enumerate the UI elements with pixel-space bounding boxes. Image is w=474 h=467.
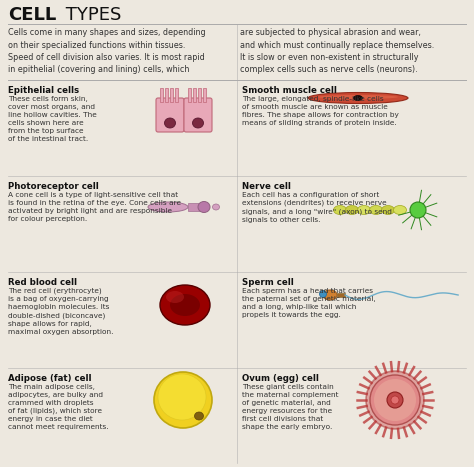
Ellipse shape bbox=[164, 118, 175, 128]
Ellipse shape bbox=[148, 202, 188, 212]
Text: CELL: CELL bbox=[8, 6, 56, 24]
Ellipse shape bbox=[370, 205, 383, 214]
Bar bbox=[170, 88, 173, 102]
Text: Cells come in many shapes and sizes, depending
on their specialized functions wi: Cells come in many shapes and sizes, dep… bbox=[8, 28, 206, 75]
Ellipse shape bbox=[366, 371, 424, 429]
Bar bbox=[175, 88, 178, 102]
Text: Nerve cell: Nerve cell bbox=[242, 182, 291, 191]
Bar bbox=[160, 88, 163, 102]
Text: Adipose (fat) cell: Adipose (fat) cell bbox=[8, 374, 91, 383]
Ellipse shape bbox=[318, 95, 398, 99]
Ellipse shape bbox=[166, 291, 184, 303]
Bar bbox=[337, 293, 345, 297]
Ellipse shape bbox=[410, 202, 426, 218]
Ellipse shape bbox=[319, 290, 327, 297]
Text: Epithelial cells: Epithelial cells bbox=[8, 86, 79, 95]
Ellipse shape bbox=[391, 396, 399, 404]
Ellipse shape bbox=[387, 392, 403, 408]
FancyBboxPatch shape bbox=[184, 98, 212, 132]
FancyBboxPatch shape bbox=[156, 98, 184, 132]
Ellipse shape bbox=[154, 372, 212, 428]
Ellipse shape bbox=[370, 375, 420, 425]
Ellipse shape bbox=[382, 205, 394, 214]
Text: These cells form skin,
cover most organs, and
line hollow cavities. The
cells sh: These cells form skin, cover most organs… bbox=[8, 96, 97, 142]
Ellipse shape bbox=[393, 205, 407, 214]
Ellipse shape bbox=[198, 201, 210, 212]
Ellipse shape bbox=[192, 118, 203, 128]
Text: Smooth muscle cell: Smooth muscle cell bbox=[242, 86, 337, 95]
Text: The large, elongated, spindle-like cells
of smooth muscle are known as muscle
fi: The large, elongated, spindle-like cells… bbox=[242, 96, 399, 126]
Ellipse shape bbox=[308, 92, 408, 104]
Text: Each sperm has a head that carries
the paternal set of genetic material,
and a l: Each sperm has a head that carries the p… bbox=[242, 288, 375, 318]
Ellipse shape bbox=[170, 294, 200, 316]
Text: A cone cell is a type of light-sensitive cell that
is found in the retina of the: A cone cell is a type of light-sensitive… bbox=[8, 192, 181, 222]
Ellipse shape bbox=[334, 205, 346, 214]
Bar bbox=[198, 88, 201, 102]
Bar bbox=[193, 88, 196, 102]
Bar bbox=[203, 88, 206, 102]
Ellipse shape bbox=[194, 412, 203, 420]
Ellipse shape bbox=[357, 205, 371, 214]
Text: Red blood cell: Red blood cell bbox=[8, 278, 77, 287]
Text: These giant cells contain
the maternal complement
of genetic material, and
energ: These giant cells contain the maternal c… bbox=[242, 384, 338, 430]
Ellipse shape bbox=[212, 204, 219, 210]
Ellipse shape bbox=[323, 290, 337, 300]
Text: Each cell has a configuration of short
extensions (dendrites) to receive nerve
s: Each cell has a configuration of short e… bbox=[242, 192, 392, 223]
Text: Ovum (egg) cell: Ovum (egg) cell bbox=[242, 374, 319, 383]
Ellipse shape bbox=[354, 95, 363, 100]
Ellipse shape bbox=[160, 285, 210, 325]
Ellipse shape bbox=[158, 374, 206, 420]
Bar bbox=[165, 88, 168, 102]
Ellipse shape bbox=[346, 205, 358, 214]
Bar bbox=[188, 203, 200, 211]
Text: are subjected to physical abrasion and wear,
and which must continually replace : are subjected to physical abrasion and w… bbox=[240, 28, 434, 75]
Text: Photoreceptor cell: Photoreceptor cell bbox=[8, 182, 99, 191]
Text: Sperm cell: Sperm cell bbox=[242, 278, 294, 287]
Text: The main adipose cells,
adipocytes, are bulky and
crammed with droplets
of fat (: The main adipose cells, adipocytes, are … bbox=[8, 384, 109, 431]
Ellipse shape bbox=[374, 379, 416, 421]
Text: TYPES: TYPES bbox=[60, 6, 121, 24]
Text: The red cell (erythrocyte)
is a bag of oxygen-carrying
haemoglobin molecules. It: The red cell (erythrocyte) is a bag of o… bbox=[8, 288, 113, 335]
Bar bbox=[188, 88, 191, 102]
